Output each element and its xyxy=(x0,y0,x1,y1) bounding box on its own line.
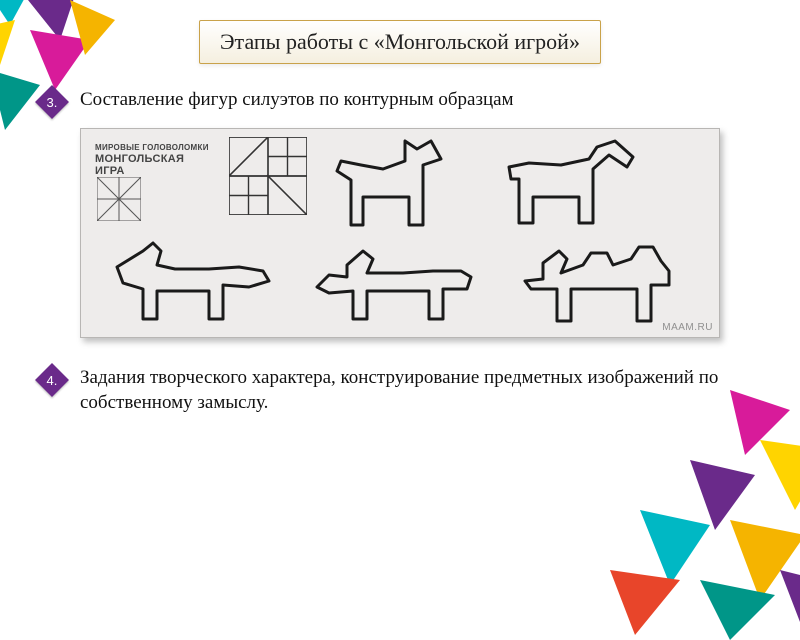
animal-camel xyxy=(513,237,683,331)
animal-dog xyxy=(311,241,481,329)
packaging-line1: МИРОВЫЕ ГОЛОВОЛОМКИ xyxy=(95,144,215,153)
animal-ram xyxy=(501,137,651,233)
stage-number-badge: 3. xyxy=(35,85,69,119)
packaging-line2: МОНГОЛЬСКАЯ ИГРА xyxy=(95,153,215,177)
stage-number-badge: 4. xyxy=(35,363,69,397)
contour-samples-figure: МИРОВЫЕ ГОЛОВОЛОМКИ МОНГОЛЬСКАЯ ИГРА MAA… xyxy=(80,128,720,338)
stage-3: 3. Составление фигур силуэтов по контурн… xyxy=(40,88,760,114)
stage-number: 4. xyxy=(47,373,58,388)
packaging-diagram xyxy=(97,177,141,221)
animal-goat xyxy=(331,135,471,235)
dissection-grid xyxy=(229,137,307,215)
watermark: MAAM.RU xyxy=(662,322,713,333)
animal-horse xyxy=(109,237,279,329)
stage-4: 4. Задания творческого характера, констр… xyxy=(40,366,760,415)
slide-content: Этапы работы с «Монгольской игрой» 3. Со… xyxy=(0,0,800,600)
figure-container: МИРОВЫЕ ГОЛОВОЛОМКИ МОНГОЛЬСКАЯ ИГРА MAA… xyxy=(80,128,720,338)
stage-text: Составление фигур силуэтов по контурным … xyxy=(80,88,514,113)
packaging-label: МИРОВЫЕ ГОЛОВОЛОМКИ МОНГОЛЬСКАЯ ИГРА xyxy=(95,143,215,177)
stage-text: Задания творческого характера, конструир… xyxy=(80,366,760,415)
slide-title: Этапы работы с «Монгольской игрой» xyxy=(199,20,601,64)
stage-number: 3. xyxy=(47,95,58,110)
